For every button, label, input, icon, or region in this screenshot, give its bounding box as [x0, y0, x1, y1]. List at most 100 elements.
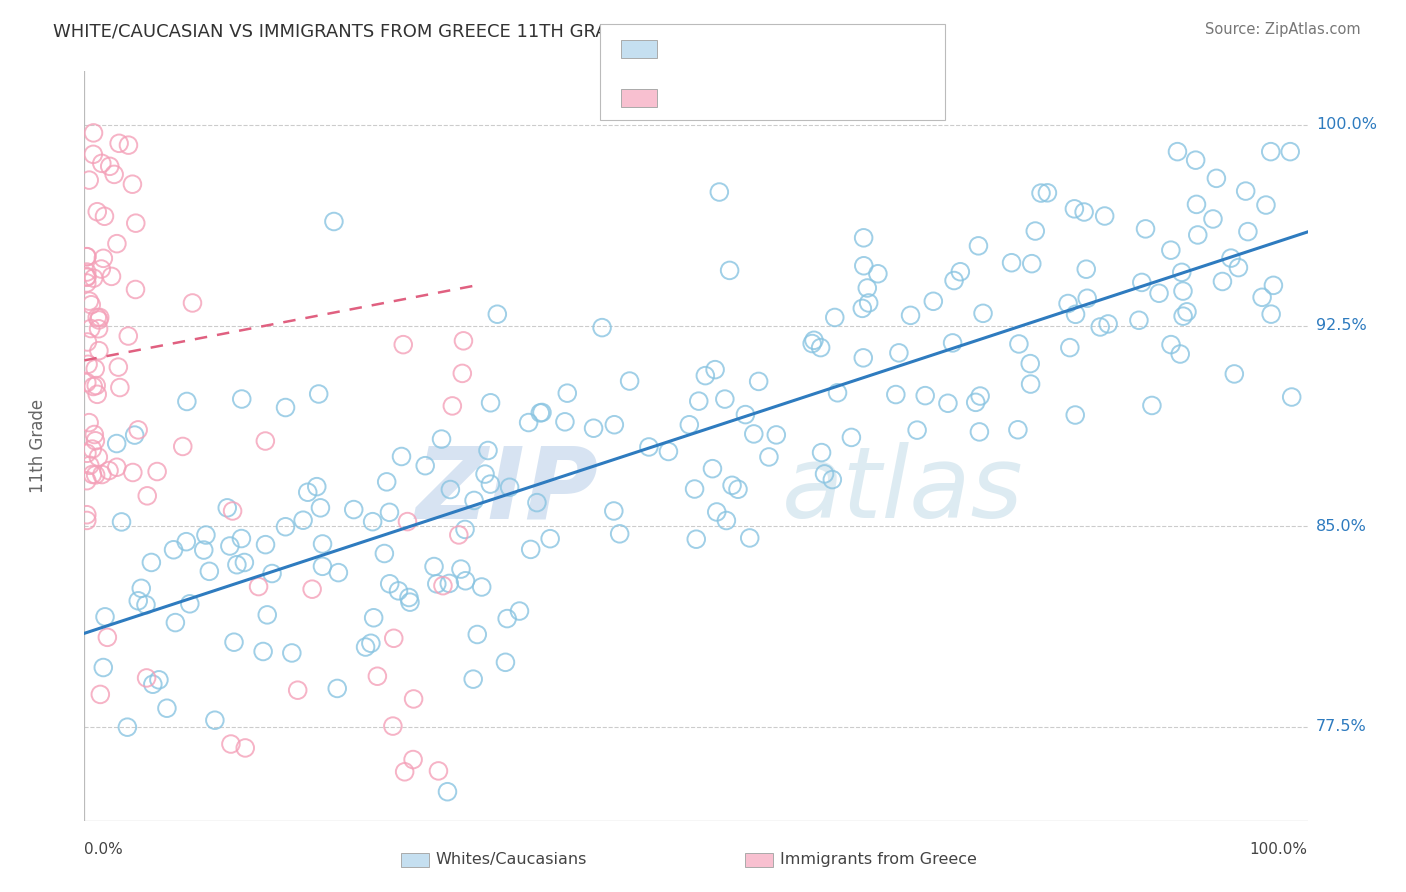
Point [453, 334, 475, 348]
Point [887, 346, 910, 360]
Point [181, 296, 204, 310]
Point [942, 335, 965, 350]
Point [311, 537, 333, 551]
Point [125, 216, 148, 230]
Point [441, 399, 464, 413]
Point [454, 523, 477, 537]
Point [1147, 286, 1170, 301]
Point [176, 394, 198, 409]
Point [716, 514, 738, 528]
Point [218, 539, 240, 553]
Point [1130, 276, 1153, 290]
Point [146, 465, 169, 479]
Point [93, 209, 115, 223]
Point [328, 566, 350, 580]
Point [254, 434, 277, 448]
Point [447, 528, 470, 542]
Point [884, 387, 907, 401]
Point [1168, 347, 1191, 361]
Point [824, 310, 846, 325]
Point [657, 444, 679, 458]
Point [162, 542, 184, 557]
Point [222, 635, 245, 649]
Point [1237, 225, 1260, 239]
Point [801, 336, 824, 351]
Point [494, 655, 516, 669]
Point [922, 294, 945, 309]
Point [142, 677, 165, 691]
Point [402, 692, 425, 706]
Point [77, 173, 100, 187]
Point [856, 281, 879, 295]
Point [399, 595, 422, 609]
Point [496, 611, 519, 625]
Point [477, 443, 499, 458]
Point [308, 387, 330, 401]
Point [949, 265, 972, 279]
Point [479, 396, 502, 410]
Point [439, 576, 461, 591]
Text: 92.5%: 92.5% [1316, 318, 1367, 333]
Point [82, 147, 104, 161]
Point [498, 480, 520, 494]
Point [77, 416, 100, 430]
Point [297, 485, 319, 500]
Point [465, 627, 488, 641]
Point [851, 301, 873, 316]
Point [121, 466, 143, 480]
Point [100, 269, 122, 284]
Point [530, 405, 553, 419]
Point [83, 271, 105, 285]
Point [221, 504, 243, 518]
Point [1076, 291, 1098, 305]
Text: Immigrants from Greece: Immigrants from Greece [780, 853, 977, 867]
Point [84, 378, 107, 392]
Text: atlas: atlas [782, 442, 1024, 540]
Point [858, 296, 880, 310]
Point [1279, 145, 1302, 159]
Point [76, 270, 98, 285]
Point [127, 594, 149, 608]
Point [361, 515, 384, 529]
Point [474, 467, 496, 481]
Point [89, 687, 111, 701]
Point [914, 389, 936, 403]
Text: 100.0%: 100.0% [1250, 842, 1308, 857]
Point [803, 334, 825, 348]
Point [1175, 305, 1198, 319]
Point [706, 505, 728, 519]
Point [1073, 205, 1095, 219]
Text: 0.0%: 0.0% [84, 842, 124, 857]
Point [375, 475, 398, 489]
Point [292, 513, 315, 527]
Point [413, 458, 436, 473]
Point [1185, 197, 1208, 211]
Point [360, 636, 382, 650]
Point [508, 604, 530, 618]
Point [256, 607, 278, 622]
Point [969, 425, 991, 439]
Point [87, 343, 110, 358]
Point [396, 515, 419, 529]
Point [943, 273, 966, 287]
Text: 85.0%: 85.0% [1316, 519, 1367, 533]
Point [1024, 224, 1046, 238]
Point [678, 417, 700, 432]
Point [427, 764, 450, 778]
Point [194, 528, 217, 542]
Point [969, 389, 991, 403]
Point [526, 495, 548, 509]
Point [233, 556, 256, 570]
Point [252, 644, 274, 658]
Point [1007, 423, 1029, 437]
Point [1160, 337, 1182, 351]
Point [363, 611, 385, 625]
Point [1211, 275, 1233, 289]
Point [86, 310, 108, 325]
Point [538, 532, 561, 546]
Point [1260, 145, 1282, 159]
Point [402, 753, 425, 767]
Point [683, 482, 706, 496]
Point [233, 740, 256, 755]
Point [204, 713, 226, 727]
